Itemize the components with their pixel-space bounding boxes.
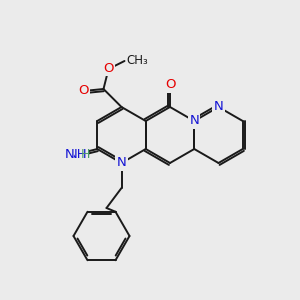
Text: N: N xyxy=(64,148,74,160)
Text: N: N xyxy=(117,157,126,169)
Text: NH: NH xyxy=(68,148,87,160)
Text: N: N xyxy=(117,157,126,169)
Text: N: N xyxy=(189,115,199,128)
Text: N: N xyxy=(214,100,224,113)
Text: O: O xyxy=(165,79,175,92)
Text: O: O xyxy=(103,61,114,74)
Text: CH₃: CH₃ xyxy=(127,55,148,68)
Text: H: H xyxy=(80,148,90,160)
Text: O: O xyxy=(78,85,89,98)
